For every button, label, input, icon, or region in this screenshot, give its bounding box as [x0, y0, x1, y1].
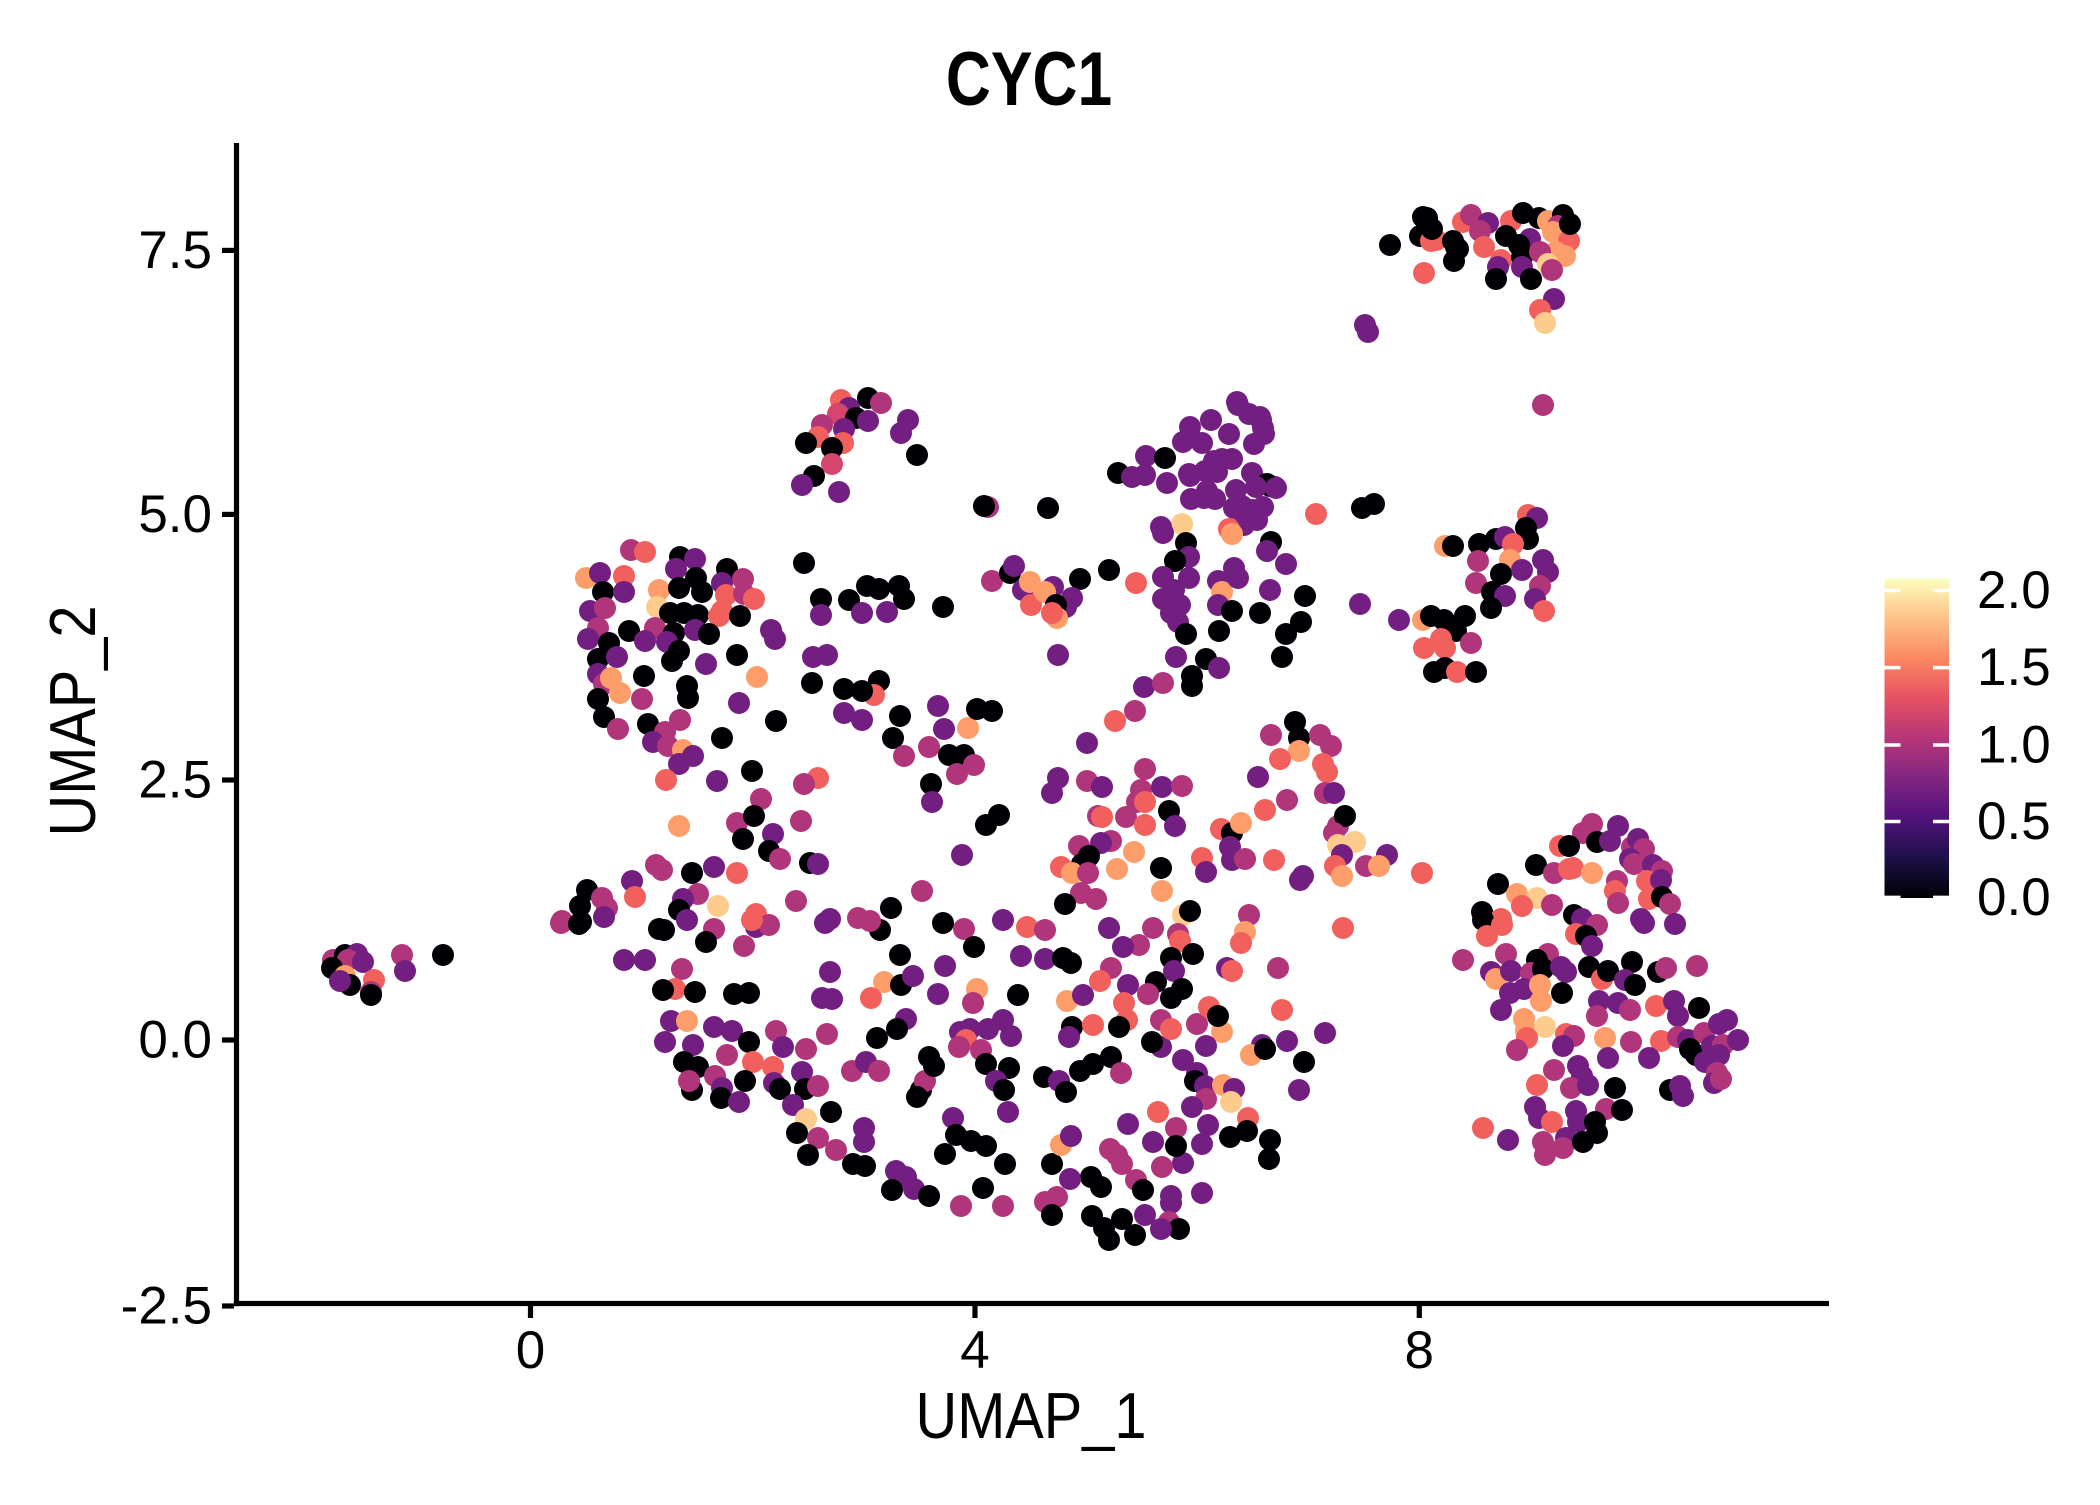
svg-text:-2.5: -2.5 — [121, 1277, 212, 1336]
svg-text:7.5: 7.5 — [138, 221, 212, 280]
svg-text:4: 4 — [960, 1321, 989, 1380]
svg-text:1.5: 1.5 — [1977, 638, 2051, 697]
svg-text:2.5: 2.5 — [138, 751, 212, 810]
svg-text:0.0: 0.0 — [1977, 868, 2051, 927]
svg-text:CYC1: CYC1 — [946, 36, 1112, 121]
svg-text:UMAP_2: UMAP_2 — [37, 606, 109, 837]
svg-text:2.0: 2.0 — [1977, 561, 2051, 620]
svg-text:0: 0 — [516, 1321, 545, 1380]
svg-text:5.0: 5.0 — [138, 485, 212, 544]
svg-text:0.5: 0.5 — [1977, 792, 2051, 851]
svg-text:1.0: 1.0 — [1977, 716, 2051, 775]
svg-text:8: 8 — [1405, 1321, 1434, 1380]
svg-text:UMAP_1: UMAP_1 — [916, 1380, 1147, 1452]
svg-text:0.0: 0.0 — [138, 1011, 212, 1070]
